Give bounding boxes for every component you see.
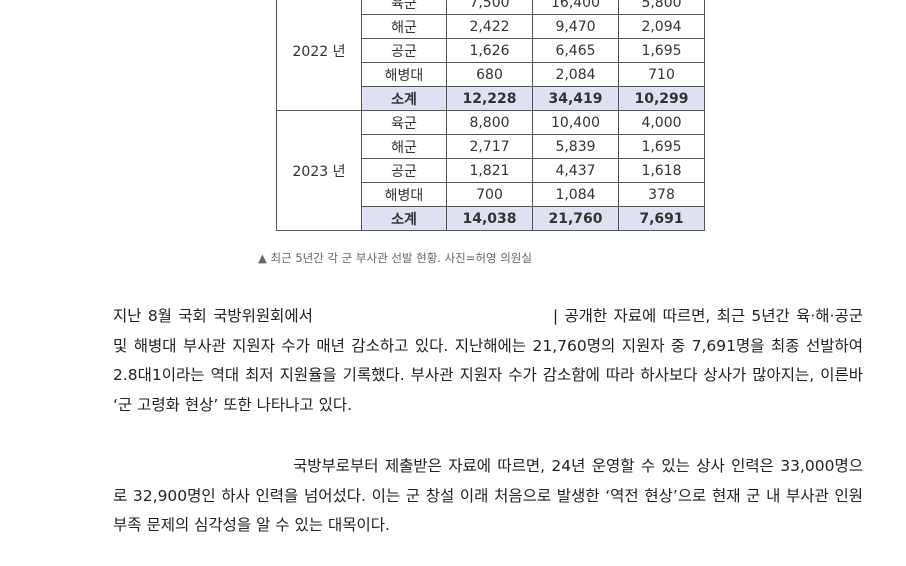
value-cell: 7,500 — [446, 0, 533, 15]
table-row: 2023 년 육군 8,800 10,400 4,000 — [276, 110, 705, 231]
branch-cell: 해군 — [361, 14, 447, 39]
value-cell: 12,228 — [446, 86, 533, 111]
branch-cell: 육군 — [361, 0, 447, 15]
branch-cell: 소계 — [361, 206, 447, 231]
value-cell: 1,695 — [618, 38, 705, 63]
value-cell: 7,691 — [618, 206, 705, 231]
branch-cell: 공군 — [361, 38, 447, 63]
year-cell: 2023 년 — [276, 110, 362, 231]
value-cell: 14,038 — [446, 206, 533, 231]
table-row: 해병대 680 2,084 710 — [277, 62, 705, 87]
table-row: 해병대 700 1,084 378 — [277, 182, 705, 207]
branch-cell: 해병대 — [361, 182, 447, 207]
value-cell: 4,000 — [618, 110, 705, 135]
branch-cell: 해병대 — [361, 62, 447, 87]
value-cell: 21,760 — [532, 206, 619, 231]
year-cell: 2022 년 — [276, 0, 362, 111]
table-row: 2022 년 육군 7,500 16,400 5,800 — [276, 0, 705, 111]
table-row: 공군 1,626 6,465 1,695 — [277, 38, 705, 63]
value-cell: 1,618 — [618, 158, 705, 183]
table-row: 공군 1,821 4,437 1,618 — [277, 158, 705, 183]
value-cell: 2,084 — [532, 62, 619, 87]
table-row: 해군 2,422 9,470 2,094 — [277, 14, 705, 39]
branch-cell: 소계 — [361, 86, 447, 111]
value-cell: 1,695 — [618, 134, 705, 159]
table-row: 소계 12,228 34,419 10,299 — [277, 86, 705, 111]
paragraph-1: 지난 8월 국회 국방위원회에서 | 공개한 자료에 따르면, 최근 5년간 육·… — [113, 302, 863, 420]
table-caption: ▲ 최근 5년간 각 군 부사관 선발 현황. 사진=허영 의원실 — [258, 251, 532, 265]
value-cell: 16,400 — [532, 0, 619, 15]
value-cell: 2,094 — [618, 14, 705, 39]
paragraph-1-rest: | 공개한 자료에 따르면, 최근 5년간 육·해·공군 및 해병대 부사관 지… — [113, 307, 863, 414]
value-cell: 5,839 — [532, 134, 619, 159]
value-cell: 2,717 — [446, 134, 533, 159]
paragraph-1-start: 지난 8월 국회 국방위원회에서 — [113, 307, 313, 325]
value-cell: 6,465 — [532, 38, 619, 63]
value-cell: 680 — [446, 62, 533, 87]
value-cell: 700 — [446, 182, 533, 207]
branch-cell: 공군 — [361, 158, 447, 183]
table-row: 해군 2,717 5,839 1,695 — [277, 134, 705, 159]
value-cell: 1,821 — [446, 158, 533, 183]
value-cell: 2,422 — [446, 14, 533, 39]
paragraph-2: 국방부로부터 제출받은 자료에 따르면, 24년 운영할 수 있는 상사 인력은… — [113, 457, 863, 534]
branch-cell: 해군 — [361, 134, 447, 159]
table-row: 소계 14,038 21,760 7,691 — [277, 206, 705, 231]
value-cell: 710 — [618, 62, 705, 87]
value-cell: 378 — [618, 182, 705, 207]
value-cell: 10,400 — [532, 110, 619, 135]
value-cell: 10,299 — [618, 86, 705, 111]
value-cell: 34,419 — [532, 86, 619, 111]
value-cell: 9,470 — [532, 14, 619, 39]
value-cell: 5,800 — [618, 0, 705, 15]
value-cell: 1,626 — [446, 38, 533, 63]
value-cell: 4,437 — [532, 158, 619, 183]
value-cell: 8,800 — [446, 110, 533, 135]
branch-cell: 육군 — [361, 110, 447, 135]
value-cell: 1,084 — [532, 182, 619, 207]
recruitment-table: 2022 년 육군 7,500 16,400 5,800 해군 2,422 9,470 2,09… — [276, 0, 705, 231]
